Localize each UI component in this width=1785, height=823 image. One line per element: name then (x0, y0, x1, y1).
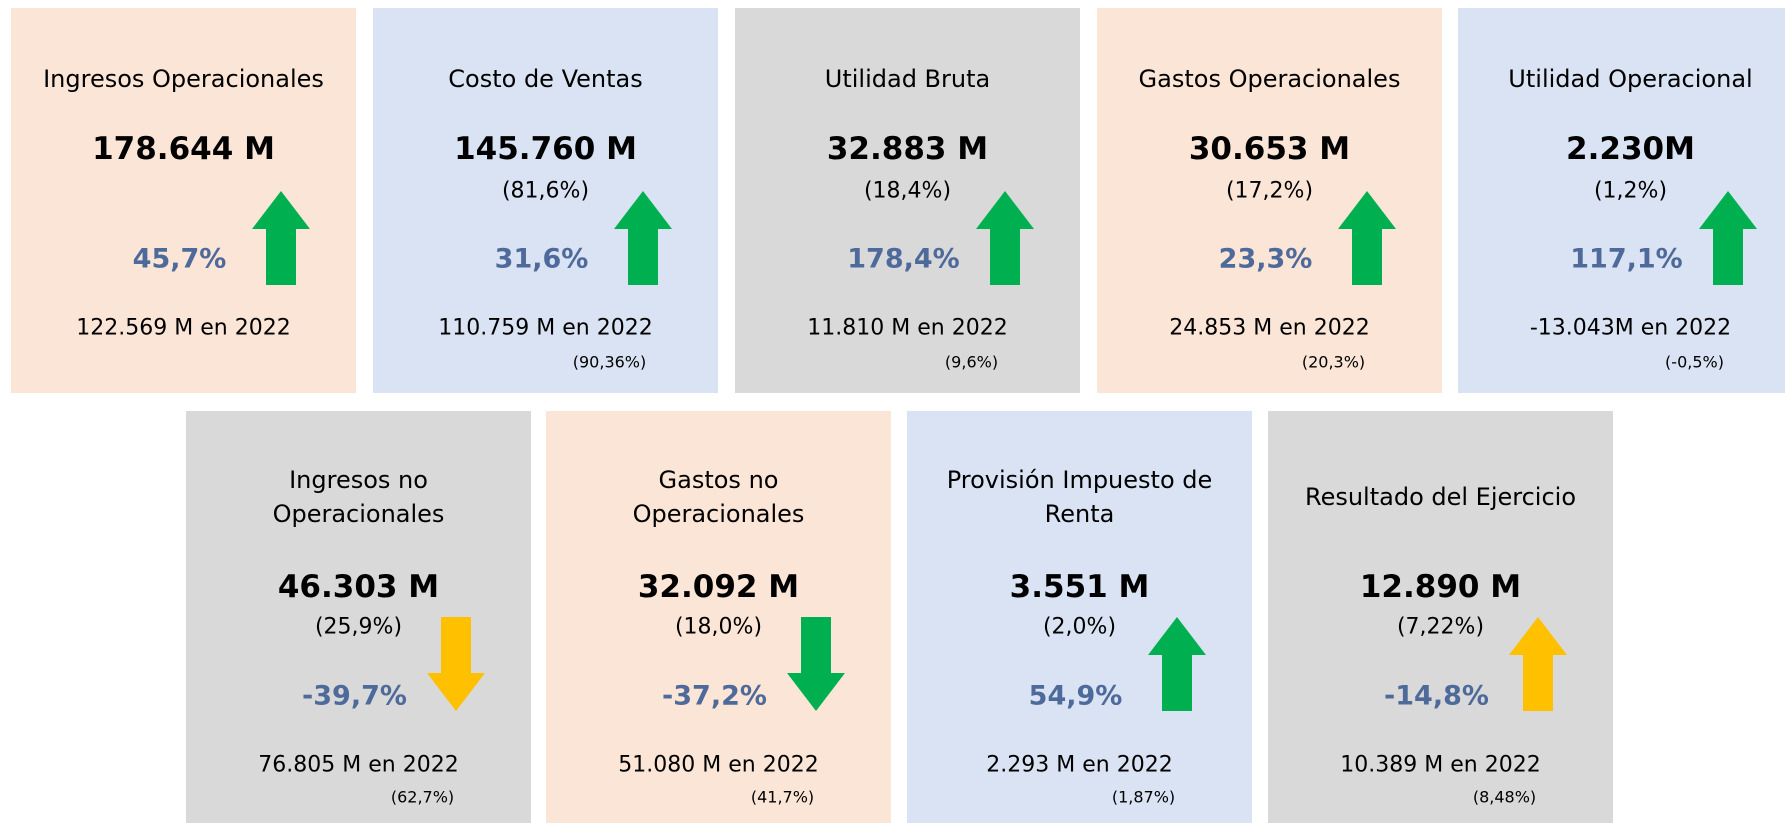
arrow-shape (1508, 617, 1567, 711)
arrow (975, 191, 1034, 285)
arrow-shape (1698, 191, 1757, 285)
card-prior: 24.853 M en 2022 (1169, 315, 1370, 341)
card-share: (18,0%) (674, 614, 763, 640)
card-share: (7,22%) (1396, 614, 1485, 640)
card-prior: -13.043M en 2022 (1529, 315, 1732, 341)
kpi-card: Resultado del Ejercicio 12.890 M (7,22%) -1… (1268, 411, 1613, 823)
kpi-card: Ingresos no Operacionales 46.303 M (25,9%)… (186, 411, 531, 823)
card-share: (18,4%) (863, 178, 952, 204)
card-share: (1,2%) (1593, 178, 1668, 204)
card-prior: 11.810 M en 2022 (807, 315, 1008, 341)
card-prior: 122.569 M en 2022 (76, 315, 291, 341)
arrow-shape (1337, 191, 1396, 285)
arrow-shape (251, 191, 310, 285)
arrow (1147, 617, 1206, 711)
arrow (613, 191, 672, 285)
card-prior: 10.389 M en 2022 (1340, 752, 1541, 778)
arrow-shape (975, 191, 1034, 285)
card-change: 117,1% (1570, 243, 1683, 275)
card-value: 145.760 M (454, 131, 637, 167)
kpi-card: Provisión Impuesto de Renta 3.551 M (2,0%)… (907, 411, 1252, 823)
card-change: 54,9% (1028, 680, 1123, 712)
arrow-shape (426, 617, 485, 711)
card-share: (17,2%) (1225, 178, 1314, 204)
card-title: Utilidad Bruta (824, 65, 991, 93)
card-value: 32.092 M (637, 569, 800, 605)
card-title: Costo de Ventas (448, 65, 643, 93)
card-change: -39,7% (302, 680, 407, 712)
card-value: 12.890 M (1359, 569, 1522, 605)
kpi-card: Costo de Ventas 145.760 M (81,6%) 31,6% 110.… (373, 8, 718, 393)
card-title: Ingresos Operacionales (43, 65, 324, 93)
card-prior: 76.805 M en 2022 (258, 752, 459, 778)
card-title: Provisión Impuesto de Renta (946, 466, 1213, 528)
card-change: 178,4% (847, 243, 960, 275)
kpi-card: Utilidad Operacional 2.230M (1,2%) 117,1% -1… (1458, 8, 1785, 393)
card-change: 23,3% (1218, 243, 1313, 275)
card-title: Utilidad Operacional (1508, 65, 1753, 93)
card-share: (81,6%) (501, 178, 590, 204)
card-change: -14,8% (1384, 680, 1489, 712)
card-value: 178.644 M (92, 131, 275, 167)
card-value: 30.653 M (1188, 131, 1351, 167)
card-share: (25,9%) (314, 614, 403, 640)
card-prior: 2.293 M en 2022 (986, 752, 1173, 778)
card-prior-share: (90,36%) (572, 352, 647, 372)
card-prior: 110.759 M en 2022 (438, 315, 653, 341)
arrow (786, 617, 845, 711)
card-title: Gastos Operacionales (1138, 65, 1401, 93)
arrow-shape (1147, 617, 1206, 711)
card-prior-share: (9,6%) (944, 352, 999, 372)
card-prior-share: (20,3%) (1301, 352, 1366, 372)
kpi-card: Gastos no Operacionales 32.092 M (18,0%) -3… (546, 411, 891, 823)
kpi-card: Utilidad Bruta 32.883 M (18,4%) 178,4% 11.81… (735, 8, 1080, 393)
kpi-card: Gastos Operacionales 30.653 M (17,2%) 23,3%… (1097, 8, 1442, 393)
card-share: (2,0%) (1042, 614, 1117, 640)
card-title: Resultado del Ejercicio (1304, 483, 1577, 511)
card-title: Gastos no Operacionales (632, 466, 805, 528)
card-title: Ingresos no Operacionales (272, 466, 445, 528)
card-prior-share: (62,7%) (390, 787, 455, 807)
card-value: 46.303 M (277, 569, 440, 605)
card-change: 45,7% (132, 243, 227, 275)
arrow (1698, 191, 1757, 285)
arrow-shape (613, 191, 672, 285)
arrow-shape (786, 617, 845, 711)
card-prior: 51.080 M en 2022 (618, 752, 819, 778)
card-prior-share: (8,48%) (1472, 787, 1537, 807)
card-value: 3.551 M (1009, 569, 1150, 605)
arrow (1337, 191, 1396, 285)
arrow (251, 191, 310, 285)
arrow (1508, 617, 1567, 711)
card-change: -37,2% (662, 680, 767, 712)
card-prior-share: (1,87%) (1111, 787, 1176, 807)
card-change: 31,6% (494, 243, 589, 275)
card-prior-share: (-0,5%) (1665, 352, 1724, 372)
arrow (426, 617, 485, 711)
kpi-card: Ingresos Operacionales 178.644 M 45,7% 122.… (11, 8, 356, 393)
card-value: 2.230M (1566, 131, 1695, 167)
card-prior-share: (41,7%) (750, 787, 815, 807)
card-value: 32.883 M (826, 131, 989, 167)
